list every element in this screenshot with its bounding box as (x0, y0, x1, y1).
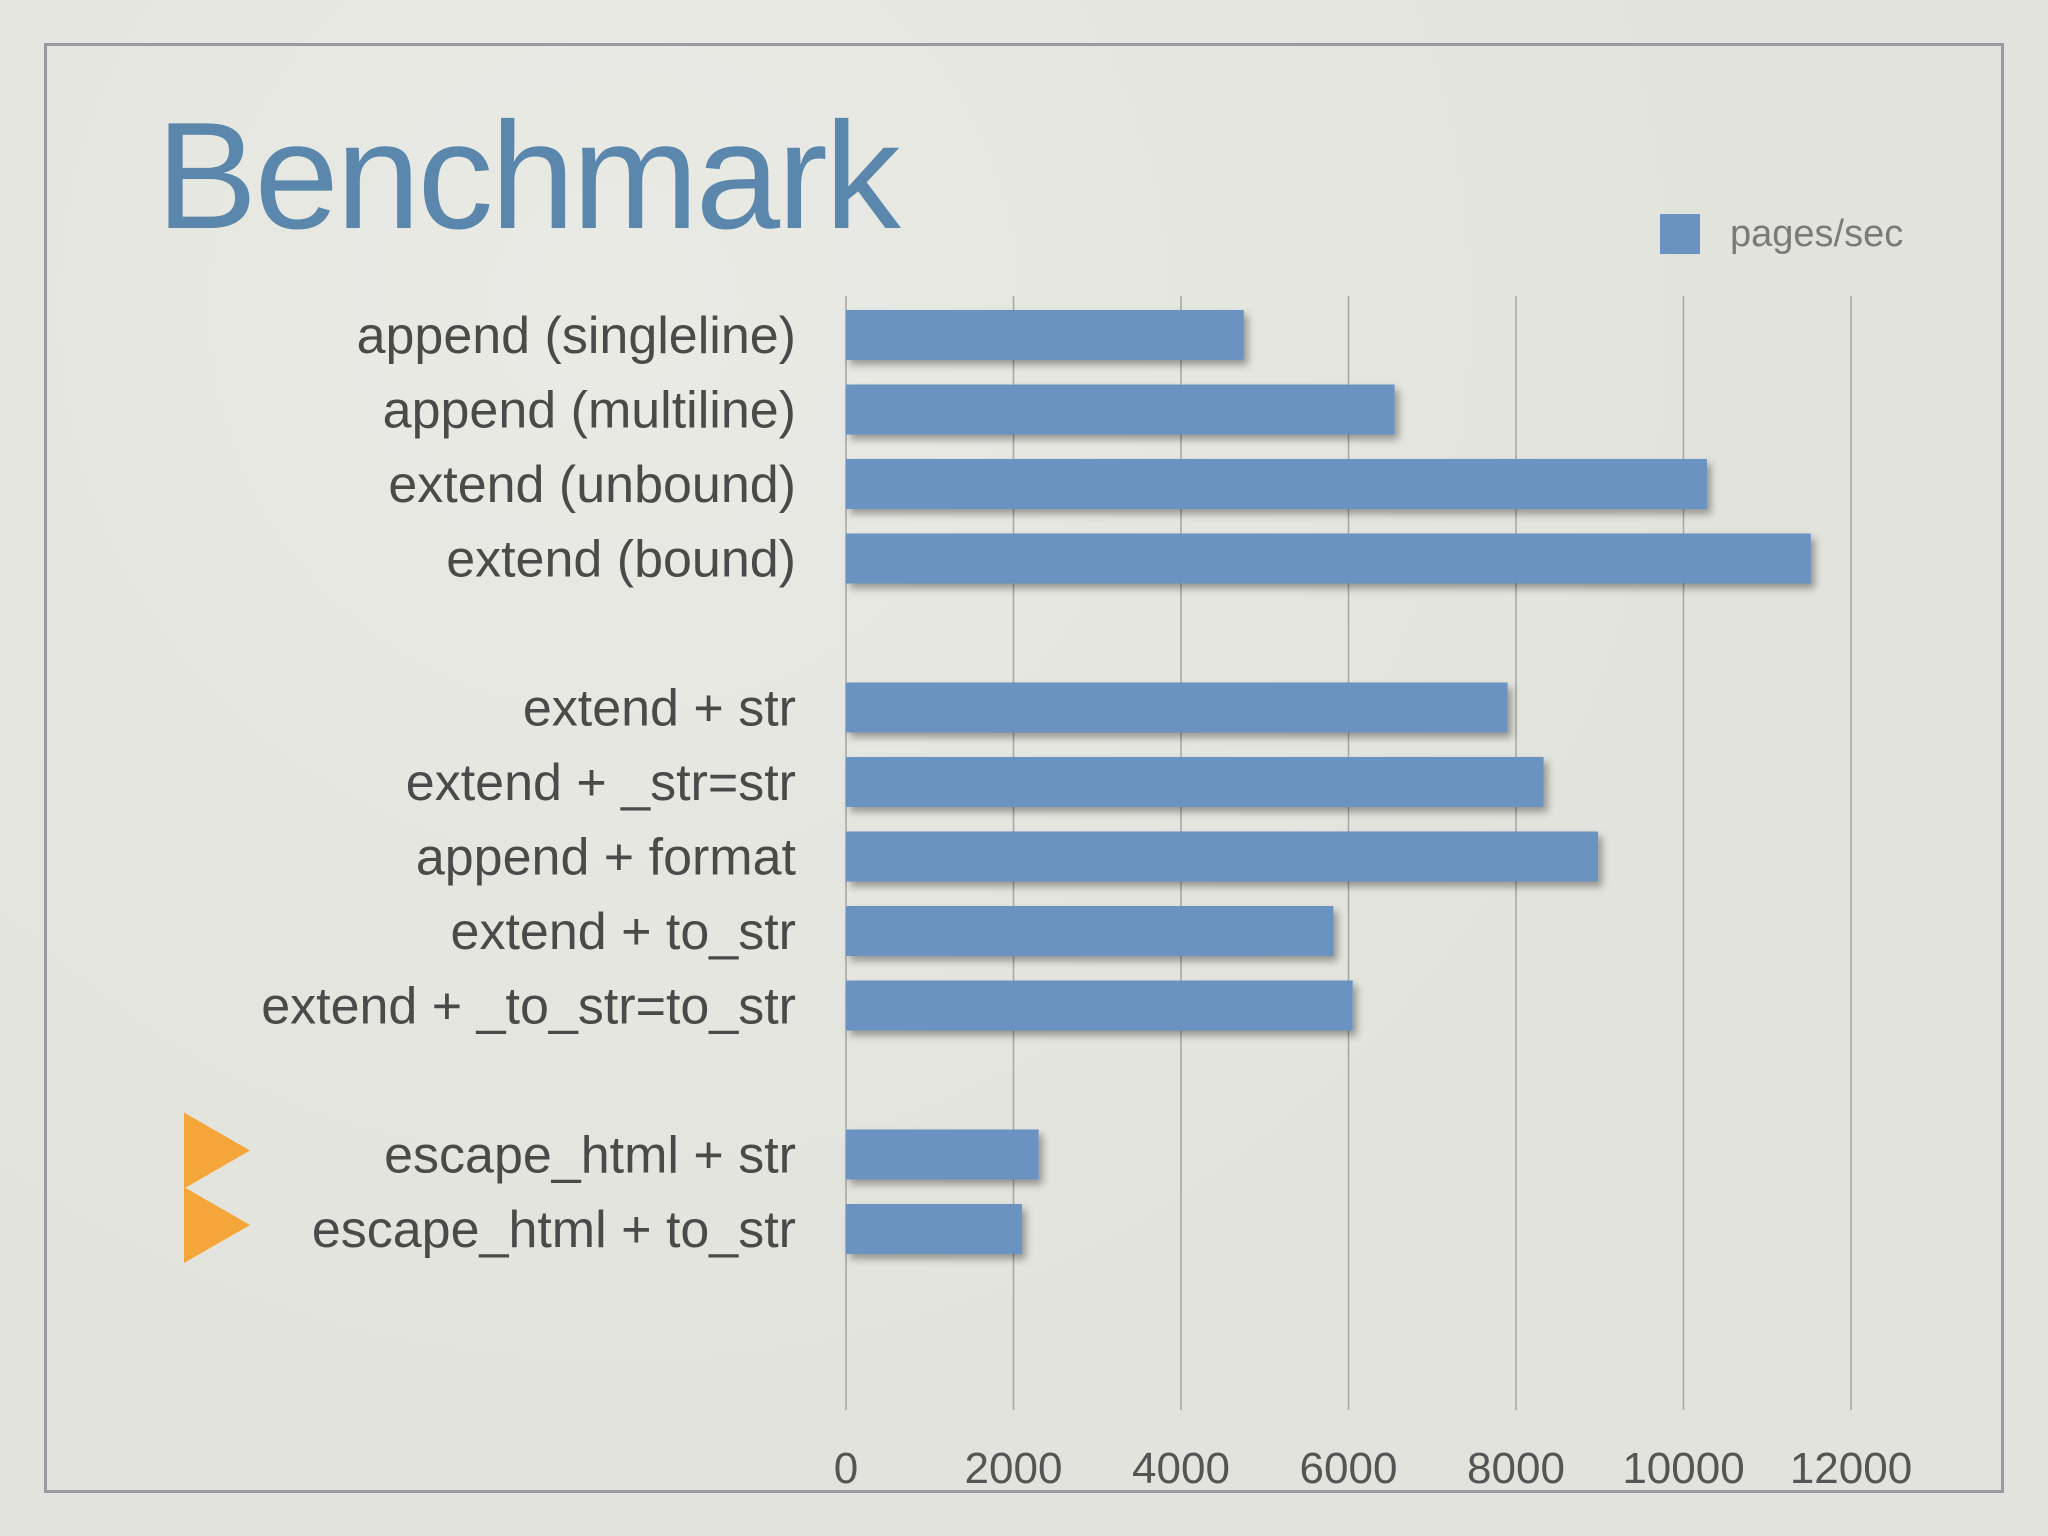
bar (846, 310, 1244, 360)
category-label: append (multiline) (383, 382, 796, 440)
category-label: extend (bound) (446, 531, 796, 589)
x-tick-label: 6000 (1300, 1444, 1398, 1493)
category-label: append (singleline) (357, 307, 796, 365)
x-tick-label: 8000 (1467, 1444, 1565, 1493)
x-tick-label: 4000 (1132, 1444, 1230, 1493)
x-tick-label: 12000 (1790, 1444, 1912, 1493)
category-label: extend + _str=str (406, 754, 796, 812)
bar-layer (846, 310, 1811, 1254)
bar (846, 384, 1395, 435)
x-tick-label: 10000 (1622, 1444, 1744, 1493)
chart-legend: pages/sec (1660, 212, 1903, 256)
bar (846, 831, 1599, 882)
triangle-marker-icon (184, 1187, 250, 1263)
x-tick-label: 2000 (965, 1444, 1063, 1493)
bar (846, 459, 1707, 509)
tick-layer: 0 2000 4000 6000 8000 10000 12000 (834, 1444, 1912, 1493)
bar (846, 906, 1334, 956)
legend-label: pages/sec (1730, 212, 1904, 255)
slide-frame (44, 43, 2004, 1493)
triangle-marker-icon (184, 1112, 250, 1189)
category-label: extend + str (523, 680, 796, 738)
bar (846, 533, 1811, 584)
bar (846, 1204, 1022, 1254)
category-label: escape_html + str (384, 1127, 796, 1185)
category-label: escape_html + to_str (312, 1201, 796, 1259)
slide-title: Benchmark (156, 91, 901, 261)
category-label: extend + _to_str=to_str (261, 978, 796, 1036)
label-layer: append (singleline) append (multiline) ext… (261, 307, 796, 1259)
category-label: extend + to_str (451, 903, 796, 961)
category-label: extend (unbound) (388, 456, 796, 514)
legend-swatch (1660, 214, 1700, 254)
bar (846, 757, 1544, 807)
bar (846, 682, 1508, 733)
category-label: append + format (416, 829, 797, 887)
marker-layer (184, 1112, 250, 1263)
bar (846, 1129, 1039, 1180)
x-tick-label: 0 (834, 1444, 858, 1493)
bar (846, 980, 1353, 1031)
